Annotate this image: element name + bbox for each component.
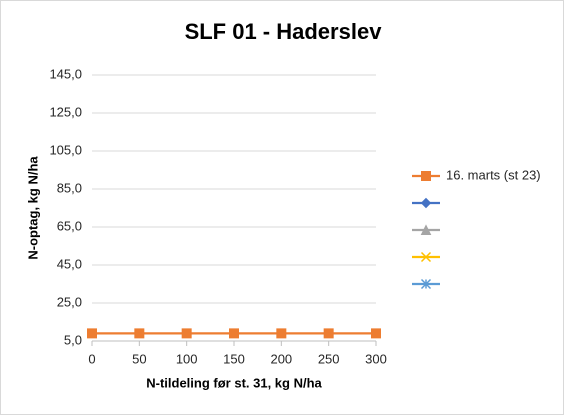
- y-axis-label: N-optag, kg N/ha: [25, 156, 40, 260]
- y-tick-label: 65,0: [57, 218, 82, 233]
- y-tick-label: 45,0: [57, 256, 82, 271]
- x-tick-label: 100: [176, 351, 198, 366]
- x-tick-label: 150: [223, 351, 245, 366]
- marker: [420, 197, 432, 209]
- y-tick-label: 125,0: [49, 104, 82, 119]
- x-tick-label: 250: [318, 351, 340, 366]
- marker: [420, 251, 432, 263]
- y-tick-label: 25,0: [57, 294, 82, 309]
- chart-title: SLF 01 - Haderslev: [185, 19, 383, 44]
- marker: [420, 224, 432, 235]
- x-axis-label: N-tildeling før st. 31, kg N/ha: [146, 375, 322, 390]
- marker: [420, 278, 432, 290]
- marker: [181, 328, 192, 339]
- marker: [421, 171, 431, 181]
- x-tick-label: 300: [365, 351, 387, 366]
- x-tick-label: 200: [270, 351, 292, 366]
- y-tick-label: 145,0: [49, 66, 82, 81]
- marker: [371, 328, 381, 339]
- marker: [87, 328, 97, 339]
- marker: [134, 328, 145, 339]
- y-tick-label: 5,0: [64, 332, 82, 347]
- marker: [323, 328, 334, 339]
- y-tick-label: 105,0: [49, 142, 82, 157]
- x-tick-label: 0: [88, 351, 95, 366]
- marker: [229, 328, 239, 339]
- marker: [276, 328, 287, 339]
- x-tick-label: 50: [132, 351, 146, 366]
- legend-label: 16. marts (st 23): [446, 167, 541, 182]
- y-tick-label: 85,0: [57, 180, 82, 195]
